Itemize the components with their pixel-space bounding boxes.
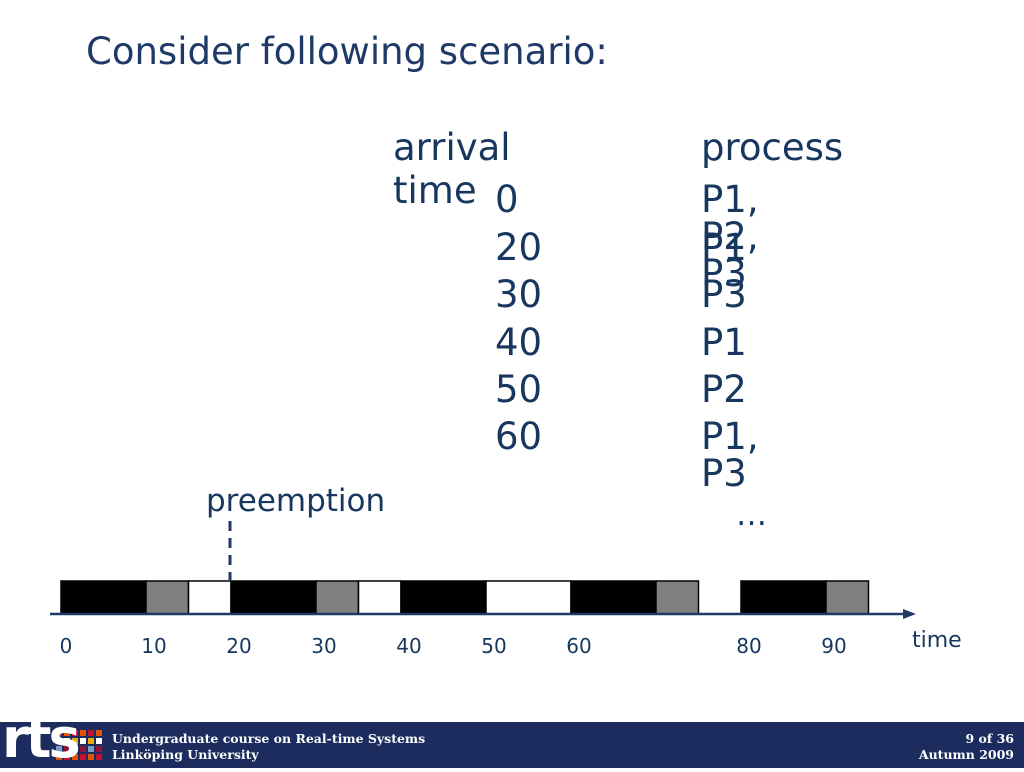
footer-left: Undergraduate course on Real-time System… (112, 731, 425, 763)
slide-title: Consider following scenario: (86, 30, 608, 73)
rts-logo: rts (0, 704, 108, 768)
process-cell: P1 (701, 226, 747, 269)
schedule-segment (230, 580, 317, 615)
tick-label: 50 (481, 634, 506, 658)
ellipsis-label: … (736, 497, 767, 533)
footer-right: 9 of 36 Autumn 2009 (919, 731, 1014, 763)
rts-logo-graphic (0, 722, 108, 768)
footer-bar: Undergraduate course on Real-time System… (0, 722, 1024, 768)
tick-label: 10 (141, 634, 166, 658)
schedule-segment (570, 580, 657, 615)
process-cell: P2 (701, 368, 747, 411)
schedule-segment (485, 580, 572, 615)
tick-label: 0 (60, 634, 73, 658)
schedule-segment (60, 580, 147, 615)
tick-label: 20 (226, 634, 251, 658)
preemption-label: preemption (206, 483, 386, 519)
page-number: 9 of 36 (965, 731, 1014, 746)
arrival-time-header: arrival time (393, 126, 511, 212)
schedule-segment (825, 580, 870, 615)
arrival-cell: 30 (495, 273, 543, 316)
term-label: Autumn 2009 (918, 747, 1014, 762)
process-cell: P1, P3 (701, 415, 759, 495)
time-axis-label: time (912, 628, 962, 653)
arrival-cell: 60 (495, 415, 543, 458)
process-cell: P1 (701, 321, 747, 364)
schedule-segments (60, 580, 870, 615)
arrival-cell: 20 (495, 226, 543, 269)
schedule-segment (187, 580, 232, 615)
process-cell: P1, P2, P3 (701, 178, 759, 295)
rts-logo-text: rts (2, 707, 81, 770)
schedule-segment (315, 580, 360, 615)
process-cell: P3 (701, 273, 747, 316)
tick-label: 80 (736, 634, 761, 658)
schedule-segment (145, 580, 190, 615)
schedule-segment (357, 580, 402, 615)
arrival-cell: 40 (495, 321, 543, 364)
tick-label: 30 (311, 634, 336, 658)
process-header: process (701, 126, 844, 169)
timeline-chart: 0 10 20 30 40 50 60 80 90 (50, 521, 916, 658)
course-name: Undergraduate course on Real-time System… (112, 731, 426, 746)
tick-label: 60 (566, 634, 591, 658)
arrival-cell: 0 (495, 178, 519, 221)
arrival-cell: 50 (495, 368, 543, 411)
tick-label: 40 (396, 634, 421, 658)
schedule-segment (400, 580, 487, 615)
schedule-segment (740, 580, 827, 615)
schedule-segment (655, 580, 700, 615)
tick-label: 90 (821, 634, 846, 658)
university-name: Linköping University (112, 747, 259, 762)
tick-labels: 0 10 20 30 40 50 60 80 90 (60, 634, 847, 658)
arrow-head-icon (903, 609, 916, 619)
